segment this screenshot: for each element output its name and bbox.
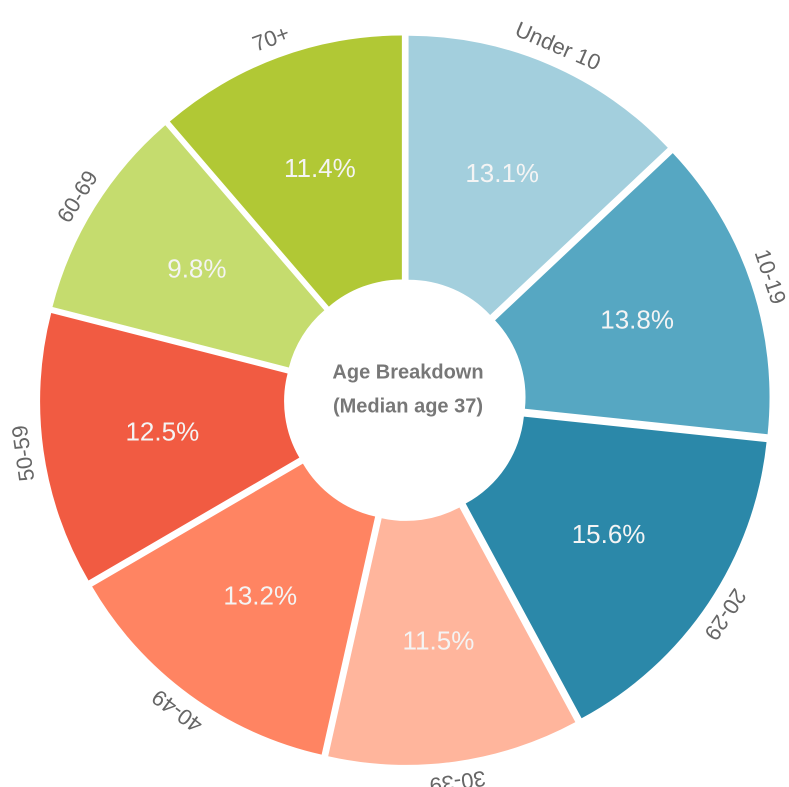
category-label: 50-59 xyxy=(7,424,40,483)
chart-title: Age Breakdown xyxy=(332,361,483,383)
value-label: 15.6% xyxy=(572,519,646,549)
slice xyxy=(495,153,770,435)
slice xyxy=(465,416,767,719)
chart-subtitle: (Median age 37) xyxy=(333,395,483,417)
slice xyxy=(328,507,576,765)
value-label: 11.5% xyxy=(403,626,475,656)
category-label: 70+ xyxy=(249,20,293,56)
slice xyxy=(52,125,325,368)
category-label: 30-39 xyxy=(428,766,487,787)
value-label: 9.8% xyxy=(167,254,226,284)
slice xyxy=(40,312,300,581)
slice xyxy=(92,463,376,755)
category-label: 10-19 xyxy=(750,246,789,307)
value-label: 13.1% xyxy=(465,158,539,188)
value-label: 13.8% xyxy=(600,305,674,335)
value-label: 13.2% xyxy=(223,581,297,611)
slice xyxy=(408,35,668,315)
value-label: 12.5% xyxy=(125,417,199,447)
slice xyxy=(169,35,402,307)
value-label: 11.4% xyxy=(284,153,356,183)
